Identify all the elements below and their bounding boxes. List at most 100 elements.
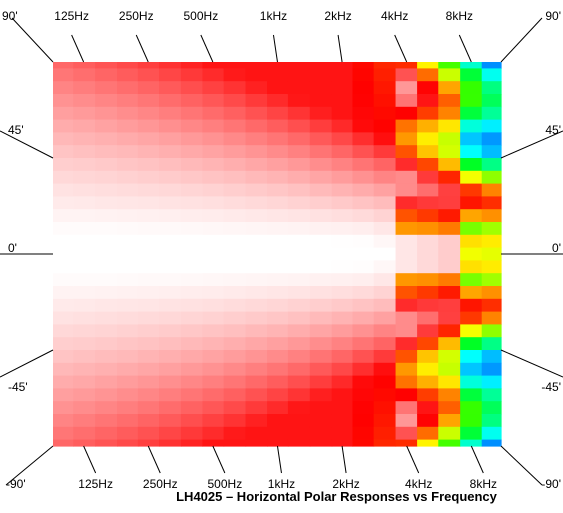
heatmap-cell bbox=[180, 375, 204, 389]
heatmap-cell bbox=[202, 260, 225, 274]
heatmap-cell bbox=[159, 158, 182, 172]
heatmap-cell bbox=[95, 106, 118, 121]
heatmap-cell bbox=[287, 426, 311, 441]
heatmap-cell bbox=[180, 222, 204, 236]
heatmap-cell bbox=[53, 388, 74, 402]
y-tick-label-right: -90' bbox=[541, 477, 561, 491]
heatmap-cell bbox=[481, 106, 502, 121]
heatmap-cell bbox=[395, 68, 418, 82]
heatmap-cell bbox=[481, 119, 502, 133]
heatmap-cell bbox=[481, 401, 502, 415]
heatmap-cell bbox=[202, 209, 225, 223]
heatmap-cell bbox=[202, 414, 225, 428]
heatmap-cell bbox=[460, 234, 483, 249]
x-tick-label-bottom: 4kHz bbox=[405, 477, 432, 491]
heatmap-cell bbox=[352, 426, 375, 441]
heatmap-cell bbox=[309, 414, 333, 428]
heatmap-cell bbox=[438, 273, 461, 287]
heatmap-cell bbox=[159, 106, 182, 121]
heatmap-cell bbox=[395, 81, 418, 95]
heatmap-cell bbox=[481, 247, 502, 261]
heatmap-cell bbox=[395, 183, 418, 197]
heatmap-cell bbox=[481, 145, 502, 159]
y-tick-label-left: 45' bbox=[8, 123, 24, 137]
x-tick-label-bottom: 125Hz bbox=[78, 477, 113, 491]
heatmap-cell bbox=[481, 62, 502, 69]
heatmap-cell bbox=[309, 94, 333, 108]
heatmap-cell bbox=[95, 158, 118, 172]
heatmap-cell bbox=[137, 273, 160, 287]
heatmap-cell bbox=[137, 170, 160, 185]
heatmap-cell bbox=[180, 196, 204, 210]
heatmap-cell bbox=[373, 401, 397, 415]
heatmap-cell bbox=[245, 439, 268, 447]
heatmap-cell bbox=[137, 132, 160, 146]
heatmap-cell bbox=[53, 311, 74, 325]
heatmap-cell bbox=[95, 234, 118, 249]
heatmap-cell bbox=[309, 426, 333, 441]
heatmap-cell bbox=[287, 81, 311, 95]
x-tick-top bbox=[200, 34, 214, 63]
heatmap-cell bbox=[202, 401, 225, 415]
heatmap-cell bbox=[460, 426, 483, 441]
heatmap-cell bbox=[245, 273, 268, 287]
heatmap-cell bbox=[267, 119, 289, 133]
heatmap-cell bbox=[137, 145, 160, 159]
heatmap-cell bbox=[267, 350, 289, 364]
heatmap-cell bbox=[223, 362, 247, 377]
heatmap-cell bbox=[287, 132, 311, 146]
heatmap-cell bbox=[245, 260, 268, 274]
heatmap-cell bbox=[202, 119, 225, 133]
heatmap-cell bbox=[417, 170, 439, 185]
heatmap-cell bbox=[331, 94, 354, 108]
heatmap-cell bbox=[267, 375, 289, 389]
heatmap-cell bbox=[438, 119, 461, 133]
heatmap-cell bbox=[417, 260, 439, 274]
heatmap-cell bbox=[245, 286, 268, 300]
heatmap-cell bbox=[395, 401, 418, 415]
heatmap-cell bbox=[95, 183, 118, 197]
heatmap-cell bbox=[245, 362, 268, 377]
heatmap-cell bbox=[417, 132, 439, 146]
heatmap-cell bbox=[117, 298, 139, 313]
heatmap-cell bbox=[73, 234, 96, 249]
heatmap-cell bbox=[309, 350, 333, 364]
heatmap-cell bbox=[245, 426, 268, 441]
heatmap-cell bbox=[53, 439, 74, 447]
heatmap-cell bbox=[352, 286, 375, 300]
heatmap-cell bbox=[460, 324, 483, 338]
heatmap-cell bbox=[95, 209, 118, 223]
heatmap-cell bbox=[53, 247, 74, 261]
heatmap-cell bbox=[395, 196, 418, 210]
heatmap-cell bbox=[309, 183, 333, 197]
heatmap-cell bbox=[309, 132, 333, 146]
heatmap-cell bbox=[417, 234, 439, 249]
heatmap-cell bbox=[223, 94, 247, 108]
heatmap-cell bbox=[202, 62, 225, 69]
y-tick-label-right: 45' bbox=[545, 123, 561, 137]
heatmap-cell bbox=[460, 286, 483, 300]
heatmap-cell bbox=[53, 273, 74, 287]
heatmap-cell bbox=[223, 222, 247, 236]
heatmap-cell bbox=[287, 222, 311, 236]
heatmap-cell bbox=[223, 145, 247, 159]
heatmap-cell bbox=[180, 209, 204, 223]
heatmap-cell bbox=[202, 170, 225, 185]
heatmap-cell bbox=[223, 132, 247, 146]
heatmap-cell bbox=[395, 375, 418, 389]
heatmap-cell bbox=[460, 401, 483, 415]
heatmap-cell bbox=[180, 350, 204, 364]
heatmap-cell bbox=[373, 68, 397, 82]
y-tick-label-right: 0' bbox=[552, 241, 561, 255]
heatmap-cell bbox=[117, 132, 139, 146]
heatmap-cell bbox=[73, 311, 96, 325]
heatmap-cell bbox=[159, 81, 182, 95]
heatmap-cell bbox=[373, 388, 397, 402]
x-tick-label-bottom: 8kHz bbox=[470, 477, 497, 491]
heatmap-cell bbox=[331, 324, 354, 338]
heatmap-cell bbox=[95, 132, 118, 146]
heatmap-cell bbox=[287, 209, 311, 223]
heatmap-cell bbox=[159, 94, 182, 108]
heatmap-cell bbox=[137, 362, 160, 377]
